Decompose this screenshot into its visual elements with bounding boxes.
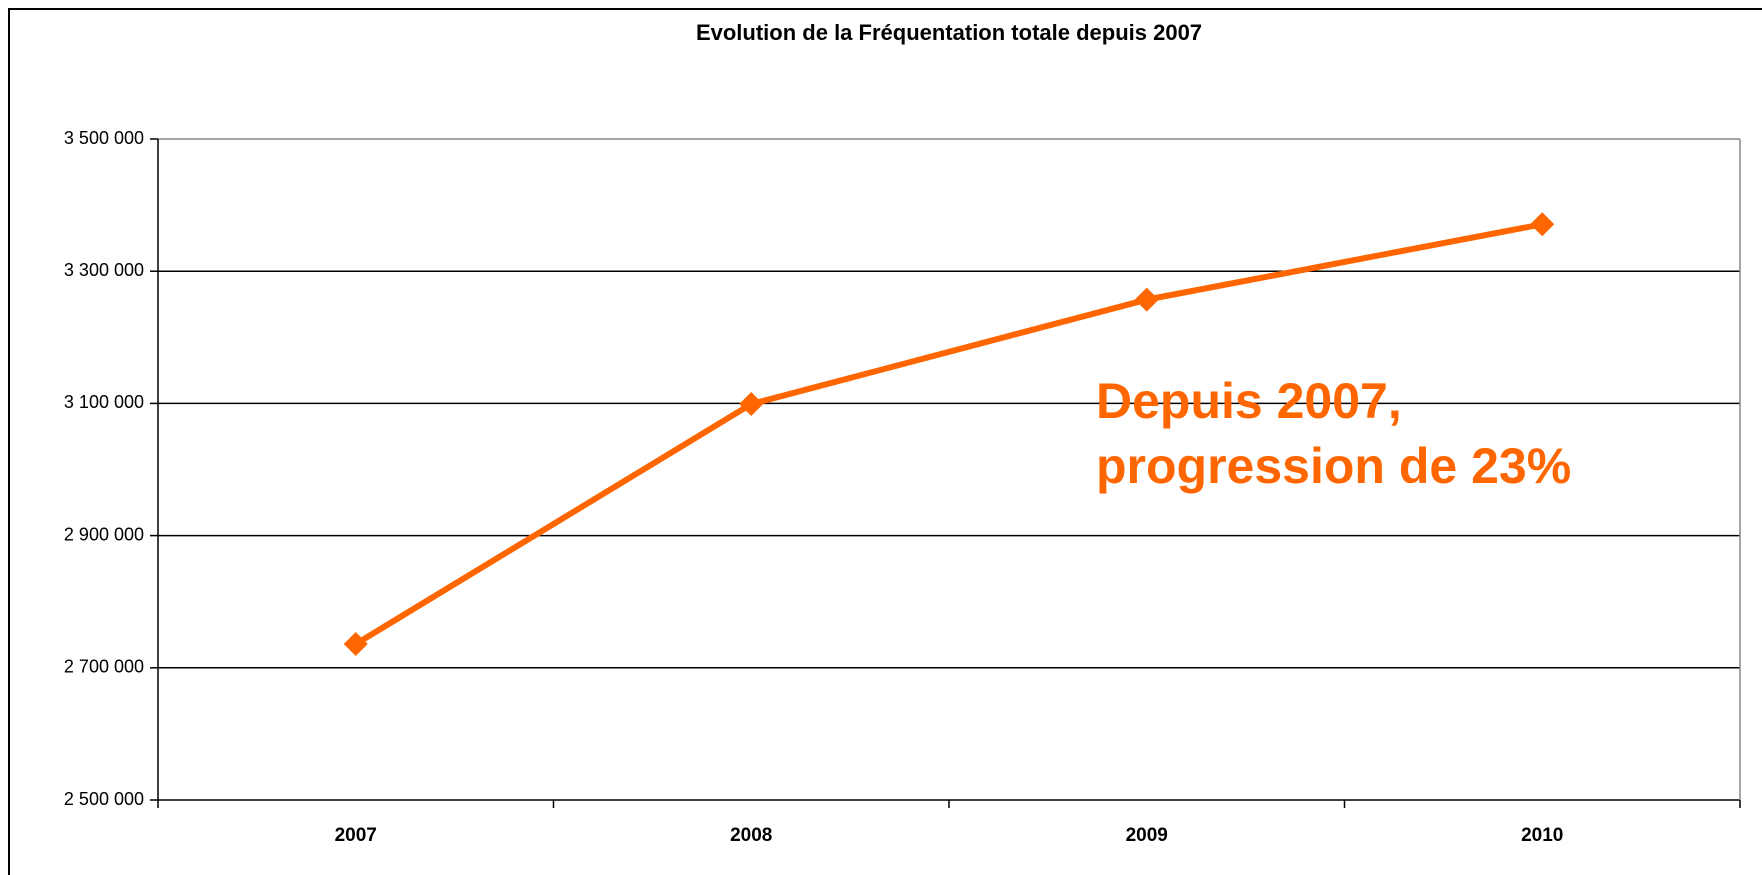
y-tick-label: 2 700 000 — [64, 657, 144, 677]
annotation: progression de 23% — [1096, 438, 1571, 494]
marker — [343, 632, 368, 657]
chart-border — [8, 8, 1762, 875]
y-tick-label: 2 500 000 — [64, 789, 144, 809]
x-tick-label: 2009 — [1126, 825, 1168, 846]
y-tick-label: 3 300 000 — [64, 260, 144, 280]
y-tick-label: 2 900 000 — [64, 524, 144, 544]
marker — [1134, 287, 1159, 312]
chart-title: Evolution de la Fréquentation totale dep… — [696, 20, 1202, 45]
marker — [1530, 212, 1555, 237]
y-tick-label: 3 500 000 — [64, 128, 144, 148]
x-tick-label: 2010 — [1521, 825, 1563, 846]
x-tick-label: 2008 — [730, 825, 772, 846]
y-tick-label: 3 100 000 — [64, 392, 144, 412]
annotation: Depuis 2007, — [1096, 373, 1402, 429]
x-tick-label: 2007 — [335, 825, 377, 846]
line — [354, 221, 1543, 647]
marker — [739, 392, 764, 417]
